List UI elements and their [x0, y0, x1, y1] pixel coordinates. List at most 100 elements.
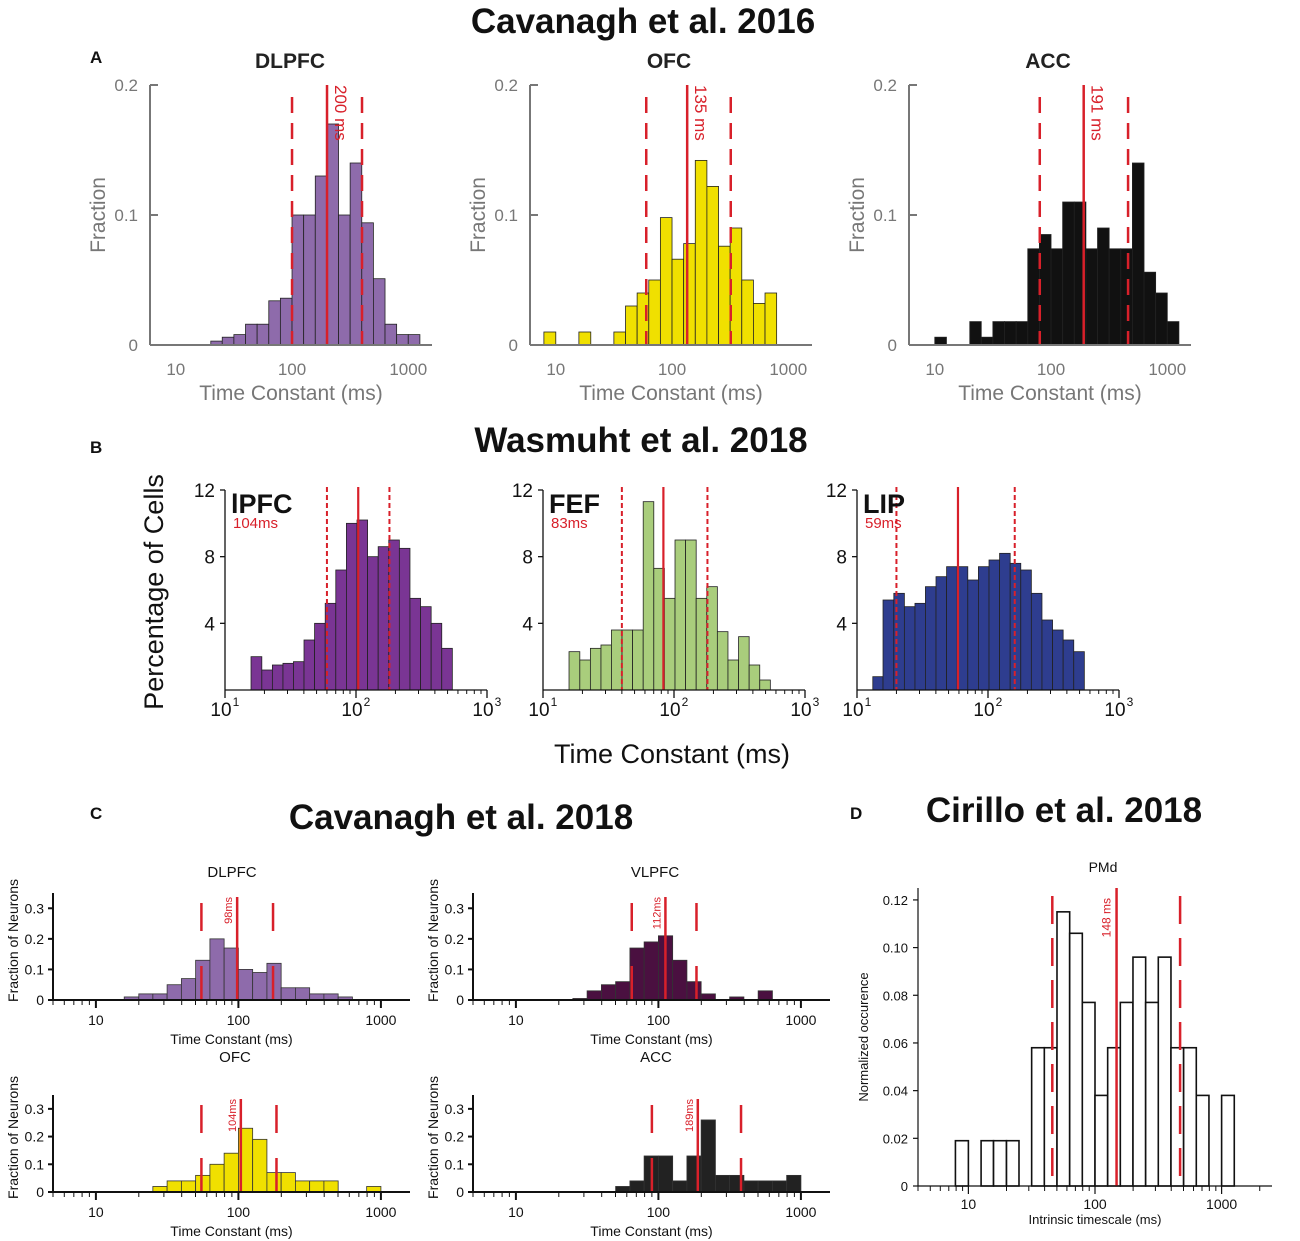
chart-c1: 10 100 1000 0 0.1 0.2 0.3 DLPFC Time Constant (m…	[5, 864, 410, 1047]
chart-title: ACC	[640, 1049, 672, 1066]
histogram-bar	[303, 214, 316, 346]
histogram-bar	[1132, 162, 1145, 346]
x-tick-label: 1000	[1148, 360, 1186, 379]
histogram-bar	[748, 664, 761, 691]
median-label: 191 ms	[1088, 85, 1107, 141]
histogram-bar	[1068, 932, 1084, 1187]
x-tick-exponent: 2	[364, 695, 371, 709]
histogram-bar	[694, 159, 708, 346]
y-tick-label: 0.12	[883, 893, 908, 908]
chart-title: DLPFC	[255, 50, 325, 73]
y-tick-label: 8	[522, 548, 533, 569]
histogram-bar	[361, 222, 374, 346]
y-axis-label: Fraction	[846, 177, 869, 253]
histogram-bar	[349, 162, 363, 346]
histogram-bar	[166, 1180, 182, 1193]
histogram-bar	[221, 336, 235, 346]
histogram-bar	[643, 941, 659, 1001]
y-tick-label: 8	[836, 548, 847, 569]
histogram-bar	[1020, 569, 1032, 691]
histogram-bar	[233, 334, 246, 346]
chart-title: OFC	[219, 1049, 251, 1066]
x-tick-exponent: 3	[813, 695, 820, 709]
histogram-bar	[280, 1172, 296, 1193]
x-axis-label: Time Constant (ms)	[590, 1031, 712, 1047]
chart-title: LIP	[863, 489, 905, 519]
panel-label-b: B	[90, 438, 102, 457]
histogram-bar	[1182, 1046, 1198, 1187]
histogram-bar	[613, 331, 626, 346]
y-tick-label: 0.10	[883, 941, 908, 956]
y-tick-label: 0.1	[494, 206, 518, 225]
x-tick-label: 10	[508, 1204, 524, 1220]
histogram-bar	[935, 576, 947, 691]
y-tick-label: 12	[512, 481, 533, 502]
x-tick-label: 10	[341, 700, 362, 721]
x-tick-label: 1000	[769, 360, 807, 379]
histogram-bar	[757, 1180, 773, 1193]
x-tick-label: 1000	[1206, 1196, 1237, 1212]
histogram-bar	[727, 659, 739, 691]
histogram-bar	[1027, 248, 1040, 346]
y-tick-label: 0.1	[873, 206, 897, 225]
histogram-bar	[180, 1180, 197, 1193]
histogram-bar	[209, 938, 225, 1001]
x-tick-label: 10	[508, 1012, 524, 1028]
histogram-bar	[946, 566, 958, 691]
histogram-bar	[978, 566, 990, 691]
histogram-bar	[271, 664, 284, 691]
histogram-bar	[1038, 234, 1052, 346]
histogram-bar	[980, 336, 994, 346]
histogram-bar	[261, 669, 273, 691]
chart-d: 10 100 1000 0 0.02 0.04 0.06 0.08 0.10 0.12 PMd Int…	[856, 859, 1272, 1227]
histogram-bar	[377, 546, 390, 691]
histogram-bar	[1220, 1094, 1236, 1187]
histogram-bar	[396, 334, 409, 346]
histogram-bar	[384, 323, 398, 346]
histogram-bar	[1085, 248, 1098, 346]
median-label: 112ms	[651, 897, 663, 930]
histogram-bar	[672, 959, 688, 1001]
histogram-bar	[1120, 248, 1133, 346]
section-c-title: Cavanagh et al. 2018	[289, 798, 633, 837]
median-label: 83ms	[551, 515, 588, 532]
median-label: 104ms	[227, 1099, 239, 1133]
histogram-bar	[252, 972, 268, 1001]
histogram-bar	[430, 622, 443, 691]
section-d-title: Cirillo et al. 2018	[926, 791, 1202, 830]
histogram-bar	[1106, 1046, 1122, 1187]
y-tick-label: 0.3	[445, 900, 465, 916]
x-tick-label: 10	[790, 700, 811, 721]
x-axis-label: Intrinsic timescale (ms)	[1029, 1212, 1162, 1227]
y-tick-label: 0.1	[445, 1156, 465, 1172]
histogram-bar	[980, 1139, 995, 1187]
y-tick-label: 12	[194, 481, 215, 502]
histogram-bar	[209, 1163, 225, 1193]
section-a-title: Cavanagh et al. 2016	[471, 2, 815, 41]
x-tick-exponent: 3	[495, 695, 502, 709]
histogram-bar	[1062, 201, 1075, 346]
x-tick-exponent: 2	[682, 695, 689, 709]
b-shared-xlabel: Time Constant (ms)	[554, 739, 790, 769]
x-tick-label: 1000	[389, 360, 427, 379]
median-label: 148 ms	[1100, 898, 1114, 937]
y-tick-label: 0.3	[25, 1101, 45, 1117]
histogram-bar	[988, 559, 1000, 691]
histogram-bar	[664, 597, 676, 691]
histogram-bar	[295, 987, 311, 1001]
y-tick-label: 4	[204, 614, 215, 635]
histogram-bar	[934, 336, 947, 346]
histogram-bar	[1030, 592, 1043, 691]
histogram-bar	[625, 305, 638, 346]
histogram-bar	[621, 629, 633, 691]
histogram-bar	[672, 1180, 688, 1193]
histogram-bar	[1144, 1001, 1160, 1187]
y-tick-label: 0.02	[883, 1131, 908, 1146]
x-tick-exponent: 1	[551, 695, 558, 709]
histogram-bar	[700, 1119, 716, 1193]
histogram-bar	[600, 984, 617, 1001]
y-tick-label: 0	[509, 336, 518, 355]
histogram-bar	[1119, 1001, 1134, 1187]
histogram-bar	[309, 1180, 325, 1193]
